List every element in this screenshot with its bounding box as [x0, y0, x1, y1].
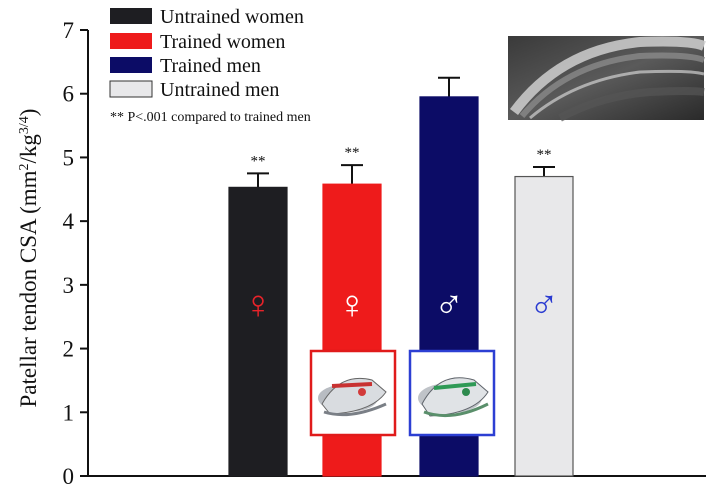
female-symbol-icon: ♀: [337, 282, 367, 327]
legend-swatch-trained-women: [110, 33, 152, 49]
significance-marker: **: [537, 147, 552, 163]
legend-label-trained-women: Trained women: [160, 31, 285, 53]
legend-swatch-untrained-men: [109, 80, 153, 98]
legend-label-untrained-men: Untrained men: [160, 79, 279, 101]
bars-group: ** ♀ ** ♀ ♂ ** ♂: [228, 76, 574, 477]
legend-significance-note: ** P<.001 compared to trained men: [110, 110, 311, 125]
y-tick-label: 6: [63, 82, 75, 107]
y-tick-label: 2: [63, 337, 75, 362]
y-tick-label: 5: [63, 145, 75, 170]
male-symbol-icon: ♂: [529, 282, 559, 327]
y-tick-label: 4: [63, 209, 75, 234]
y-tick-label: 3: [63, 273, 75, 298]
y-axis-ticks: 0 1 2 3 4 5 6 7: [63, 18, 88, 489]
male-symbol-icon: ♂: [434, 282, 464, 327]
bar: [228, 186, 288, 477]
significance-marker: **: [251, 153, 266, 169]
significance-marker: **: [345, 145, 360, 161]
y-tick-label: 1: [63, 400, 75, 425]
legend-label-trained-men: Trained men: [160, 55, 261, 77]
bar: [514, 175, 574, 477]
shoe-photo-men: [408, 349, 496, 437]
mri-tendon-image: [508, 36, 706, 122]
y-tick-label: 7: [63, 18, 75, 43]
legend: Untrained women Trained women Trained me…: [109, 6, 311, 125]
shoe-photo-women: [309, 349, 397, 437]
legend-swatch-trained-men: [110, 57, 152, 73]
legend-label-untrained-women: Untrained women: [160, 6, 304, 28]
female-symbol-icon: ♀: [243, 282, 273, 327]
y-axis-title: Patellar tendon CSA (mm2/kg3/4): [16, 109, 41, 408]
legend-swatch-untrained-women: [110, 8, 152, 24]
y-tick-label: 0: [63, 464, 75, 489]
